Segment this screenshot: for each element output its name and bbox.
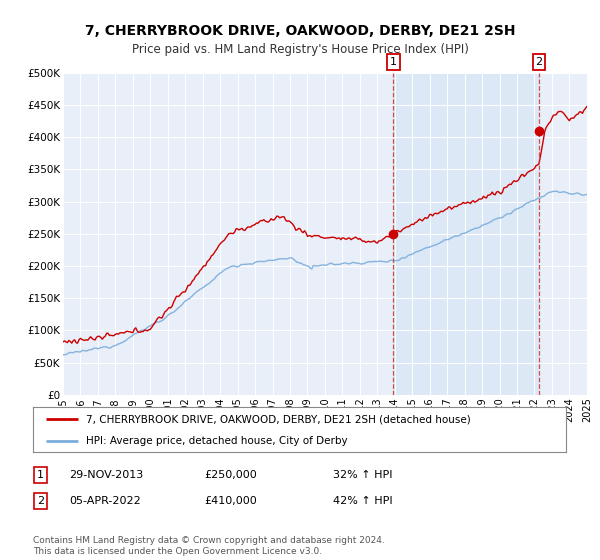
Text: 32% ↑ HPI: 32% ↑ HPI	[333, 470, 392, 480]
Text: £410,000: £410,000	[204, 496, 257, 506]
Text: 7, CHERRYBROOK DRIVE, OAKWOOD, DERBY, DE21 2SH (detached house): 7, CHERRYBROOK DRIVE, OAKWOOD, DERBY, DE…	[86, 414, 471, 424]
Text: 2: 2	[37, 496, 44, 506]
Text: 1: 1	[37, 470, 44, 480]
Text: 7, CHERRYBROOK DRIVE, OAKWOOD, DERBY, DE21 2SH: 7, CHERRYBROOK DRIVE, OAKWOOD, DERBY, DE…	[85, 24, 515, 38]
Text: HPI: Average price, detached house, City of Derby: HPI: Average price, detached house, City…	[86, 436, 348, 446]
Text: 42% ↑ HPI: 42% ↑ HPI	[333, 496, 392, 506]
Text: 29-NOV-2013: 29-NOV-2013	[69, 470, 143, 480]
Text: 2: 2	[536, 57, 542, 67]
Text: 1: 1	[390, 57, 397, 67]
Bar	[394, 73, 539, 395]
Text: Contains HM Land Registry data © Crown copyright and database right 2024.
This d: Contains HM Land Registry data © Crown c…	[33, 536, 385, 556]
Text: 05-APR-2022: 05-APR-2022	[69, 496, 141, 506]
Text: Price paid vs. HM Land Registry's House Price Index (HPI): Price paid vs. HM Land Registry's House …	[131, 43, 469, 55]
Text: £250,000: £250,000	[204, 470, 257, 480]
